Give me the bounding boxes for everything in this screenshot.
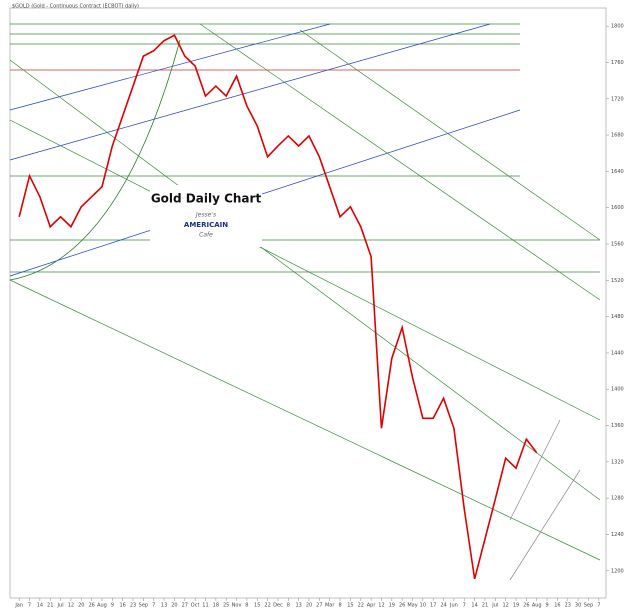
x-tick-label: 11 bbox=[202, 603, 208, 609]
x-tick-label: Aug bbox=[532, 603, 542, 609]
x-tick-label: Oct bbox=[191, 603, 200, 609]
x-tick-label: 19 bbox=[513, 603, 519, 609]
x-tick-label: 12 bbox=[502, 603, 508, 609]
x-tick-label: 9 bbox=[111, 603, 114, 609]
y-tick-label: 1360 bbox=[611, 423, 624, 429]
logo-line: Jesse's bbox=[195, 212, 216, 219]
x-tick-label: 16 bbox=[554, 603, 560, 609]
chart-title: $GOLD (Gold - Continuous Contract (ECBOT… bbox=[12, 4, 139, 10]
x-tick-label: Sep bbox=[139, 603, 148, 609]
x-tick-label: 20 bbox=[306, 603, 312, 609]
x-tick-label: 10 bbox=[420, 603, 426, 609]
y-tick-label: 1400 bbox=[611, 387, 624, 393]
x-tick-label: Apr bbox=[367, 603, 377, 609]
logo-line: AMERICAIN bbox=[184, 221, 228, 229]
plot-frame bbox=[9, 7, 607, 599]
x-tick-label: 18 bbox=[213, 603, 219, 609]
x-tick-label: 27 bbox=[182, 603, 188, 609]
y-tick-label: 1680 bbox=[611, 133, 624, 139]
x-tick-label: 8 bbox=[245, 603, 248, 609]
x-tick-label: 15 bbox=[254, 603, 260, 609]
price-line bbox=[18, 34, 538, 580]
x-tick-label: 13 bbox=[161, 603, 167, 609]
y-tick-label: 1640 bbox=[611, 169, 624, 175]
y-tick-label: 1480 bbox=[611, 314, 624, 320]
x-tick-label: 12 bbox=[68, 603, 74, 609]
x-tick-label: 22 bbox=[358, 603, 364, 609]
x-tick-label: 21 bbox=[482, 603, 488, 609]
x-tick-label: Jul bbox=[491, 603, 498, 609]
trendlines bbox=[9, 23, 601, 581]
x-tick-label: 26 bbox=[523, 603, 529, 609]
x-tick-label: 21 bbox=[47, 603, 53, 609]
y-tick-label: 1760 bbox=[611, 60, 624, 66]
y-tick-label: 1240 bbox=[611, 532, 624, 538]
x-tick-label: 27 bbox=[316, 603, 322, 609]
x-tick-label: 20 bbox=[171, 603, 177, 609]
x-tick-label: 23 bbox=[130, 603, 136, 609]
x-tick-label: Dec bbox=[273, 603, 283, 609]
x-tick-label: 23 bbox=[565, 603, 571, 609]
x-tick-label: Jun bbox=[449, 603, 458, 609]
x-tick-label: 14 bbox=[471, 603, 477, 609]
x-tick-label: 26 bbox=[88, 603, 94, 609]
x-tick-label: 7 bbox=[28, 603, 31, 609]
x-tick-label: 26 bbox=[399, 603, 405, 609]
x-tick-label: Mar bbox=[325, 603, 335, 609]
x-tick-label: 8 bbox=[287, 603, 290, 609]
y-tick-label: 1600 bbox=[611, 205, 624, 211]
x-tick-label: 25 bbox=[223, 603, 229, 609]
x-tick-label: 22 bbox=[264, 603, 270, 609]
y-tick-label: 1520 bbox=[611, 278, 624, 284]
x-tick-label: 7 bbox=[597, 603, 600, 609]
x-tick-label: 8 bbox=[338, 603, 341, 609]
x-tick-label: 16 bbox=[119, 603, 125, 609]
x-tick-label: 20 bbox=[78, 603, 84, 609]
x-tick-label: 7 bbox=[152, 603, 155, 609]
y-tick-label: 1440 bbox=[611, 350, 624, 356]
y-tick-label: 1560 bbox=[611, 242, 624, 248]
x-tick-label: Aug bbox=[97, 603, 107, 609]
logo-line: Cafe bbox=[199, 232, 213, 239]
y-tick-label: 1720 bbox=[611, 96, 624, 102]
y-tick-label: 1200 bbox=[611, 568, 624, 574]
chart-subtitle: Gold Daily Chart bbox=[151, 192, 262, 206]
label-box bbox=[150, 185, 262, 247]
x-tick-label: 24 bbox=[440, 603, 446, 609]
y-tick-label: 1320 bbox=[611, 459, 624, 465]
x-tick-label: 13 bbox=[295, 603, 301, 609]
x-tick-label: Nov bbox=[232, 603, 242, 609]
x-tick-label: Sep bbox=[584, 603, 593, 609]
x-tick-label: 9 bbox=[545, 603, 548, 609]
x-tick-label: 15 bbox=[347, 603, 353, 609]
x-tick-label: 12 bbox=[378, 603, 384, 609]
x-tick-label: 30 bbox=[575, 603, 581, 609]
x-tick-label: 14 bbox=[37, 603, 43, 609]
y-tick-label: 1800 bbox=[611, 24, 624, 30]
x-tick-label: May bbox=[407, 603, 417, 609]
x-tick-label: Jan bbox=[14, 603, 23, 609]
x-tick-label: 19 bbox=[389, 603, 395, 609]
x-tick-label: 7 bbox=[463, 603, 466, 609]
x-tick-label: 17 bbox=[430, 603, 436, 609]
y-tick-label: 1280 bbox=[611, 496, 624, 502]
x-tick-label: Jul bbox=[57, 603, 64, 609]
